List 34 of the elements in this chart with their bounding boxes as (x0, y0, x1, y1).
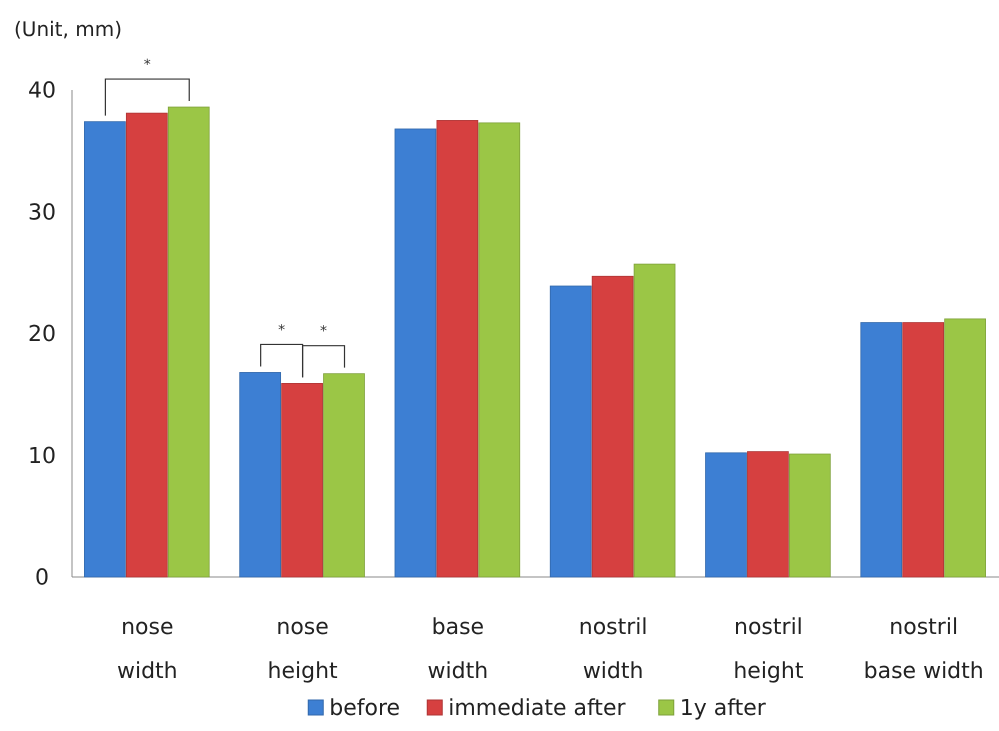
bar (634, 264, 676, 578)
bar (902, 322, 944, 578)
bar (478, 122, 520, 578)
bar (788, 454, 831, 578)
bar (592, 276, 634, 578)
y-tick-label: 40 (28, 78, 56, 104)
legend-label: immediate after (448, 696, 626, 721)
legend-label: 1y after (680, 696, 767, 721)
bar (705, 452, 747, 578)
bar (84, 121, 126, 578)
annotation: * (320, 324, 328, 340)
bar (747, 451, 789, 578)
bar (944, 318, 986, 578)
annotation: * (278, 322, 286, 338)
text: * (144, 57, 151, 74)
bar (168, 106, 210, 578)
legend-label: before (329, 696, 400, 721)
text: (Unit, mm) (14, 17, 122, 41)
bar (394, 128, 436, 578)
x-tick-label: nostril base width (864, 615, 984, 684)
y-tick-label: 0 (35, 566, 49, 591)
x-tick-label: nostril height (733, 615, 804, 684)
bar (281, 383, 323, 578)
bar (126, 112, 168, 578)
bar (550, 286, 592, 578)
bar (860, 322, 902, 578)
y-tick-label: 30 (28, 200, 56, 226)
bar (436, 120, 478, 578)
bar (323, 373, 365, 578)
x-tick-label: nostril width (578, 615, 648, 684)
x-tick-label: nose width (116, 615, 178, 684)
bar (239, 372, 282, 578)
y-tick-label: 20 (28, 322, 56, 348)
y-tick-label: 10 (28, 444, 56, 469)
